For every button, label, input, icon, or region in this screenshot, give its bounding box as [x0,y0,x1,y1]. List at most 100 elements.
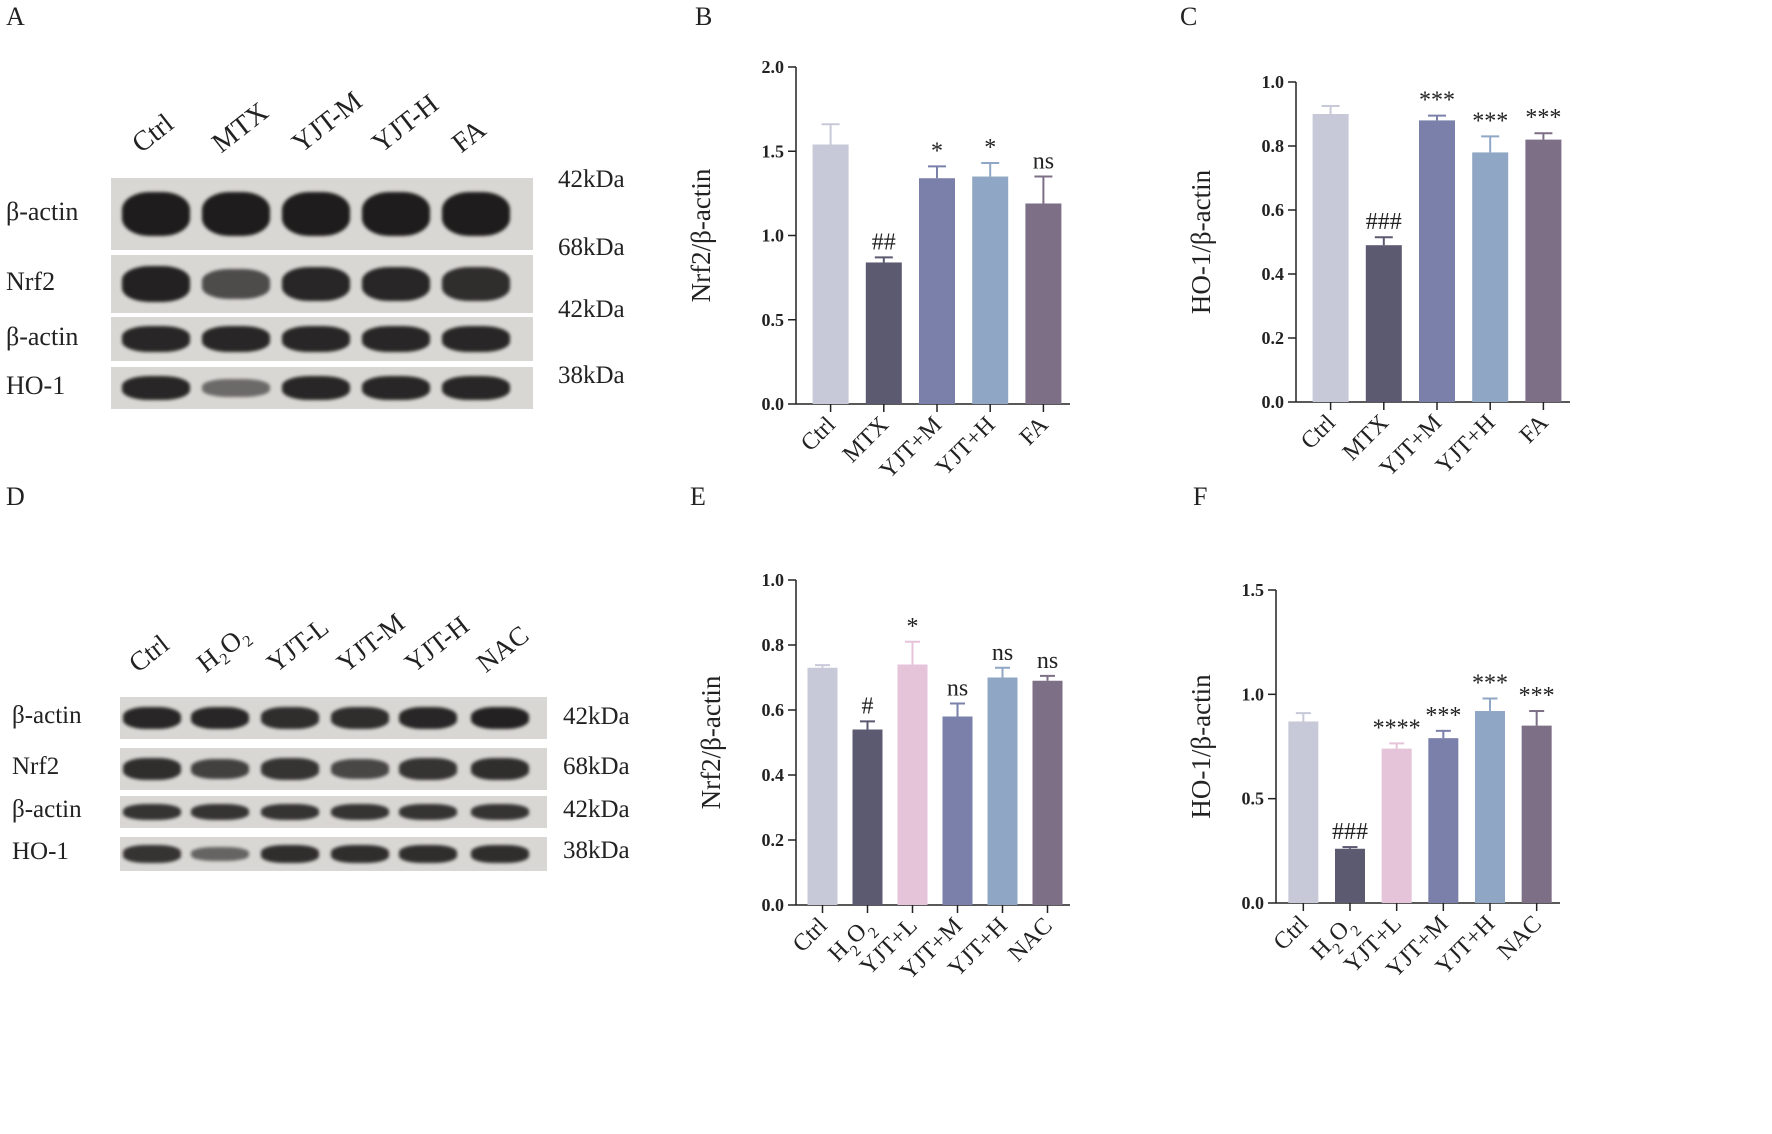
blot-d-band [191,803,249,820]
y-tick-label: 0.8 [762,635,785,655]
bar [1381,748,1412,903]
blot-a-row-label: β-actin [6,197,79,227]
blot-d-band [123,803,181,820]
blot-d-band [261,803,319,820]
bar [1288,721,1319,903]
blot-a-band [442,325,510,353]
bar [865,262,902,404]
blot-d-band [331,845,389,863]
y-tick-label: 0.6 [1262,200,1285,220]
x-tick-label: Ctrl [1296,410,1341,455]
bar [1365,245,1402,402]
y-tick-label: 0.4 [762,765,785,785]
blot-a-blot-strip [111,178,533,250]
blot-d-band [399,706,457,730]
x-tick-label: YJT+H [1431,410,1500,479]
blot-a-band [122,375,190,401]
x-tick-label: YJT+H [931,412,1000,481]
bar-chart-e: 0.00.20.40.60.81.0Nrf2/β-actinCtrlH2O2#Y… [696,570,1070,985]
bar [942,716,973,905]
significance-label: *** [1472,671,1508,697]
panel-letter-d: D [6,482,25,511]
significance-label: *** [1419,88,1455,114]
x-tick-label: Ctrl [796,412,841,457]
y-tick-label: 0.0 [762,895,785,915]
blot-a-lane-label-2: MTX [206,96,275,160]
blot-a-row-label: Nrf2 [6,267,56,297]
bar [1521,725,1552,903]
y-tick-label: 0.0 [762,394,785,414]
blot-a-band [362,191,430,237]
significance-label: *** [1519,683,1555,709]
y-axis-label: HO-1/β-actin [1186,169,1216,314]
blot-d-row-label: Nrf2 [12,752,60,780]
significance-label: * [931,138,943,164]
blot-a-band [362,325,430,353]
blot-d-band [399,845,457,863]
significance-label: *** [1425,703,1461,729]
bar [1335,848,1365,903]
blot-d-kda-label: 42kDa [563,796,630,823]
significance-label: # [862,693,874,719]
blot-d-band [191,706,249,730]
y-axis-label: HO-1/β-actin [1186,674,1216,819]
panel-letter-e: E [690,482,706,511]
y-axis-label: Nrf2/β-actin [696,675,726,809]
panel-letter-b: B [695,2,713,31]
blot-a-kda-label: 42kDa [558,166,625,193]
bar [807,667,838,905]
bar-chart-f: 0.00.51.01.5HO-1/β-actinCtrlH2O2###YJT+L… [1186,580,1560,983]
blot-a-kda-label: 68kDa [558,234,625,261]
bar [1312,114,1349,402]
blot-a-band [122,191,190,237]
blot-a-lane-label-4: YJT-H [366,88,445,160]
x-tick-label: FA [1515,409,1554,448]
bar [1032,680,1063,905]
blot-d-kda-label: 68kDa [563,753,630,780]
y-tick-label: 0.6 [762,700,785,720]
x-tick-label: NAC [1004,913,1058,967]
blot-a-band [282,266,350,302]
panel-letter-f: F [1193,482,1208,511]
x-tick-label: NAC [1493,911,1547,965]
y-tick-label: 1.0 [762,570,785,590]
blot-a-band [202,191,270,237]
y-tick-label: 1.0 [1262,72,1285,92]
blot-d-band [261,707,319,729]
y-tick-label: 1.5 [762,141,785,161]
significance-label: * [907,614,919,640]
blot-d-band [471,803,529,820]
y-tick-label: 0.8 [1262,136,1285,156]
bar [897,664,928,905]
blot-a-band [442,375,510,401]
bar [1428,738,1459,903]
blot-d-band [471,758,529,780]
bar [1475,711,1505,903]
y-tick-label: 0.0 [1242,893,1265,913]
blot-a-blot-strip [111,255,533,313]
bar [1525,139,1562,402]
blot-d-row-label: β-actin [12,701,82,729]
significance-label: ### [1366,209,1402,235]
y-axis-label: Nrf2/β-actin [686,168,716,302]
blot-d-blot-strip [120,748,547,790]
blot-d-band [331,707,389,729]
blot-d-lane-label-6: NAC [470,619,535,679]
blot-a-band [442,267,510,301]
blot-d-band [471,845,529,863]
bar [1025,203,1062,404]
blot-d-band [123,845,181,863]
y-tick-label: 1.0 [762,226,785,246]
blot-a-band [202,325,270,353]
x-tick-label: H2O2 [824,913,883,972]
bar [1419,120,1455,403]
significance-label: ## [872,229,896,255]
y-tick-label: 1.0 [1242,684,1265,704]
y-tick-label: 1.5 [1242,580,1265,600]
significance-label: * [984,135,996,161]
blot-d-band [123,706,181,730]
panel-letter-a: A [6,2,25,31]
blot-d-row-label: HO-1 [12,837,69,865]
blot-d-kda-label: 42kDa [563,703,630,730]
bar [919,178,955,404]
